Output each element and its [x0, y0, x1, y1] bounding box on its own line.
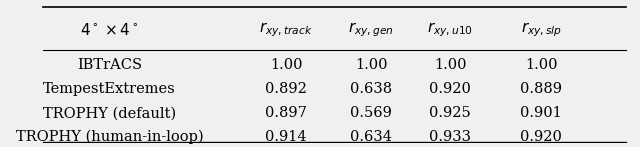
Text: 0.897: 0.897: [265, 106, 307, 120]
Text: 0.889: 0.889: [520, 82, 563, 96]
Text: $r_{xy,gen}$: $r_{xy,gen}$: [348, 20, 394, 39]
Text: 0.920: 0.920: [429, 82, 471, 96]
Text: $r_{xy,u10}$: $r_{xy,u10}$: [427, 20, 473, 39]
Text: 0.925: 0.925: [429, 106, 471, 120]
Text: 0.892: 0.892: [265, 82, 307, 96]
Text: 1.00: 1.00: [270, 58, 302, 72]
Text: 0.634: 0.634: [350, 130, 392, 144]
Text: $4^\circ \times 4^\circ$: $4^\circ \times 4^\circ$: [81, 22, 139, 38]
Text: $r_{xy,slp}$: $r_{xy,slp}$: [521, 20, 562, 39]
Text: TROPHY (default): TROPHY (default): [43, 106, 176, 120]
Text: 1.00: 1.00: [355, 58, 387, 72]
Text: 0.638: 0.638: [350, 82, 392, 96]
Text: TROPHY (human-in-loop): TROPHY (human-in-loop): [16, 130, 204, 145]
Text: 1.00: 1.00: [525, 58, 557, 72]
Text: 0.901: 0.901: [520, 106, 562, 120]
Text: 0.569: 0.569: [350, 106, 392, 120]
Text: TempestExtremes: TempestExtremes: [44, 82, 176, 96]
Text: $r_{xy,track}$: $r_{xy,track}$: [259, 20, 313, 39]
Text: 0.920: 0.920: [520, 130, 563, 144]
Text: 0.914: 0.914: [265, 130, 307, 144]
Text: 1.00: 1.00: [434, 58, 467, 72]
Text: 0.933: 0.933: [429, 130, 471, 144]
Text: IBTrACS: IBTrACS: [77, 58, 142, 72]
